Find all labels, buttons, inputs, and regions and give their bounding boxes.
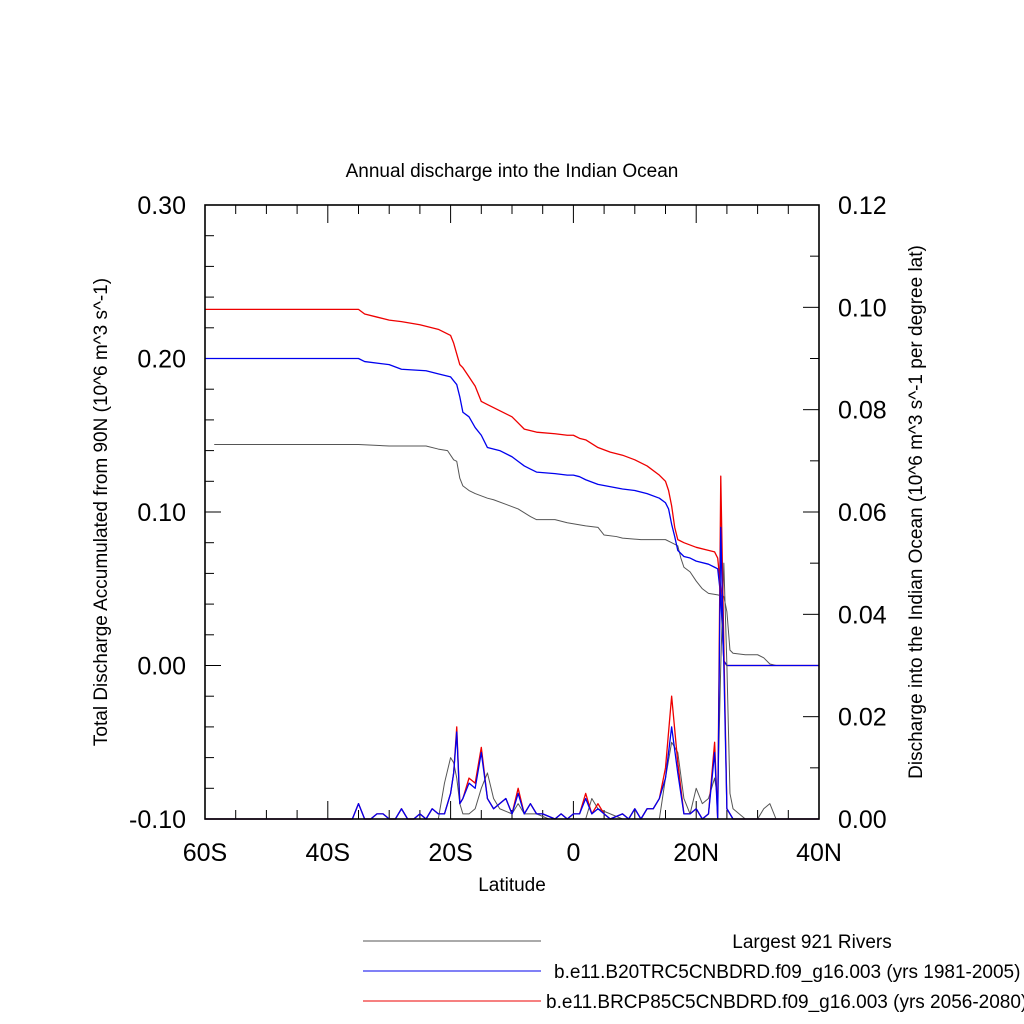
y-right-tick-label: 0.08: [838, 397, 887, 425]
y-left-tick-labels: -0.10 0.00 0.10 0.20 0.30: [129, 192, 186, 834]
y-right-tick-label: 0.02: [838, 704, 887, 732]
legend-label: Largest 921 Rivers: [732, 932, 891, 953]
series-layer: [205, 308, 819, 820]
tick-marks: [204, 204, 820, 820]
chart-title: Annual discharge into the Indian Ocean: [346, 161, 679, 182]
y-right-tick-labels: 0.00 0.02 0.04 0.06 0.08 0.10 0.12: [838, 192, 887, 834]
y-right-tick-label: 0.06: [838, 499, 887, 527]
y-left-tick-label: 0.10: [137, 499, 186, 527]
x-axis-label: Latitude: [478, 875, 546, 896]
y-right-tick-label: 0.04: [838, 601, 887, 629]
series-line-left-2: [205, 308, 819, 667]
series-line-left-0: [214, 443, 819, 666]
y-left-tick-label: 0.20: [137, 346, 186, 374]
y-right-tick-label: 0.10: [838, 294, 887, 322]
plot-frame: [204, 204, 820, 820]
x-tick-label: 40S: [306, 839, 350, 867]
x-tick-labels: 60S 40S 20S 0 20N 40N: [183, 839, 842, 867]
y-right-axis-label: Discharge into the Indian Ocean (10^6 m^…: [906, 245, 927, 779]
x-tick-label: 20N: [673, 839, 719, 867]
y-left-axis-label: Total Discharge Accumulated from 90N (10…: [91, 278, 112, 746]
series-line-right-5: [205, 475, 819, 820]
series-line-left-1: [205, 357, 819, 667]
x-tick-label: 20S: [428, 839, 472, 867]
legend-label: b.e11.B20TRC5CNBDRD.f09_g16.003 (yrs 198…: [554, 962, 1020, 983]
y-left-tick-label: 0.30: [137, 192, 186, 220]
x-tick-label: 0: [566, 839, 580, 867]
x-tick-label: 60S: [183, 839, 227, 867]
x-tick-label: 40N: [796, 839, 842, 867]
legend: Largest 921 Rivers b.e11.B20TRC5CNBDRD.f0…: [363, 932, 1024, 1013]
y-left-tick-label: -0.10: [129, 806, 186, 834]
y-right-tick-label: 0.00: [838, 806, 887, 834]
legend-label: b.e11.BRCP85C5CNBDRD.f09_g16.003 (yrs 20…: [546, 992, 1024, 1013]
y-left-tick-label: 0.00: [137, 653, 186, 681]
y-right-tick-label: 0.12: [838, 192, 887, 220]
